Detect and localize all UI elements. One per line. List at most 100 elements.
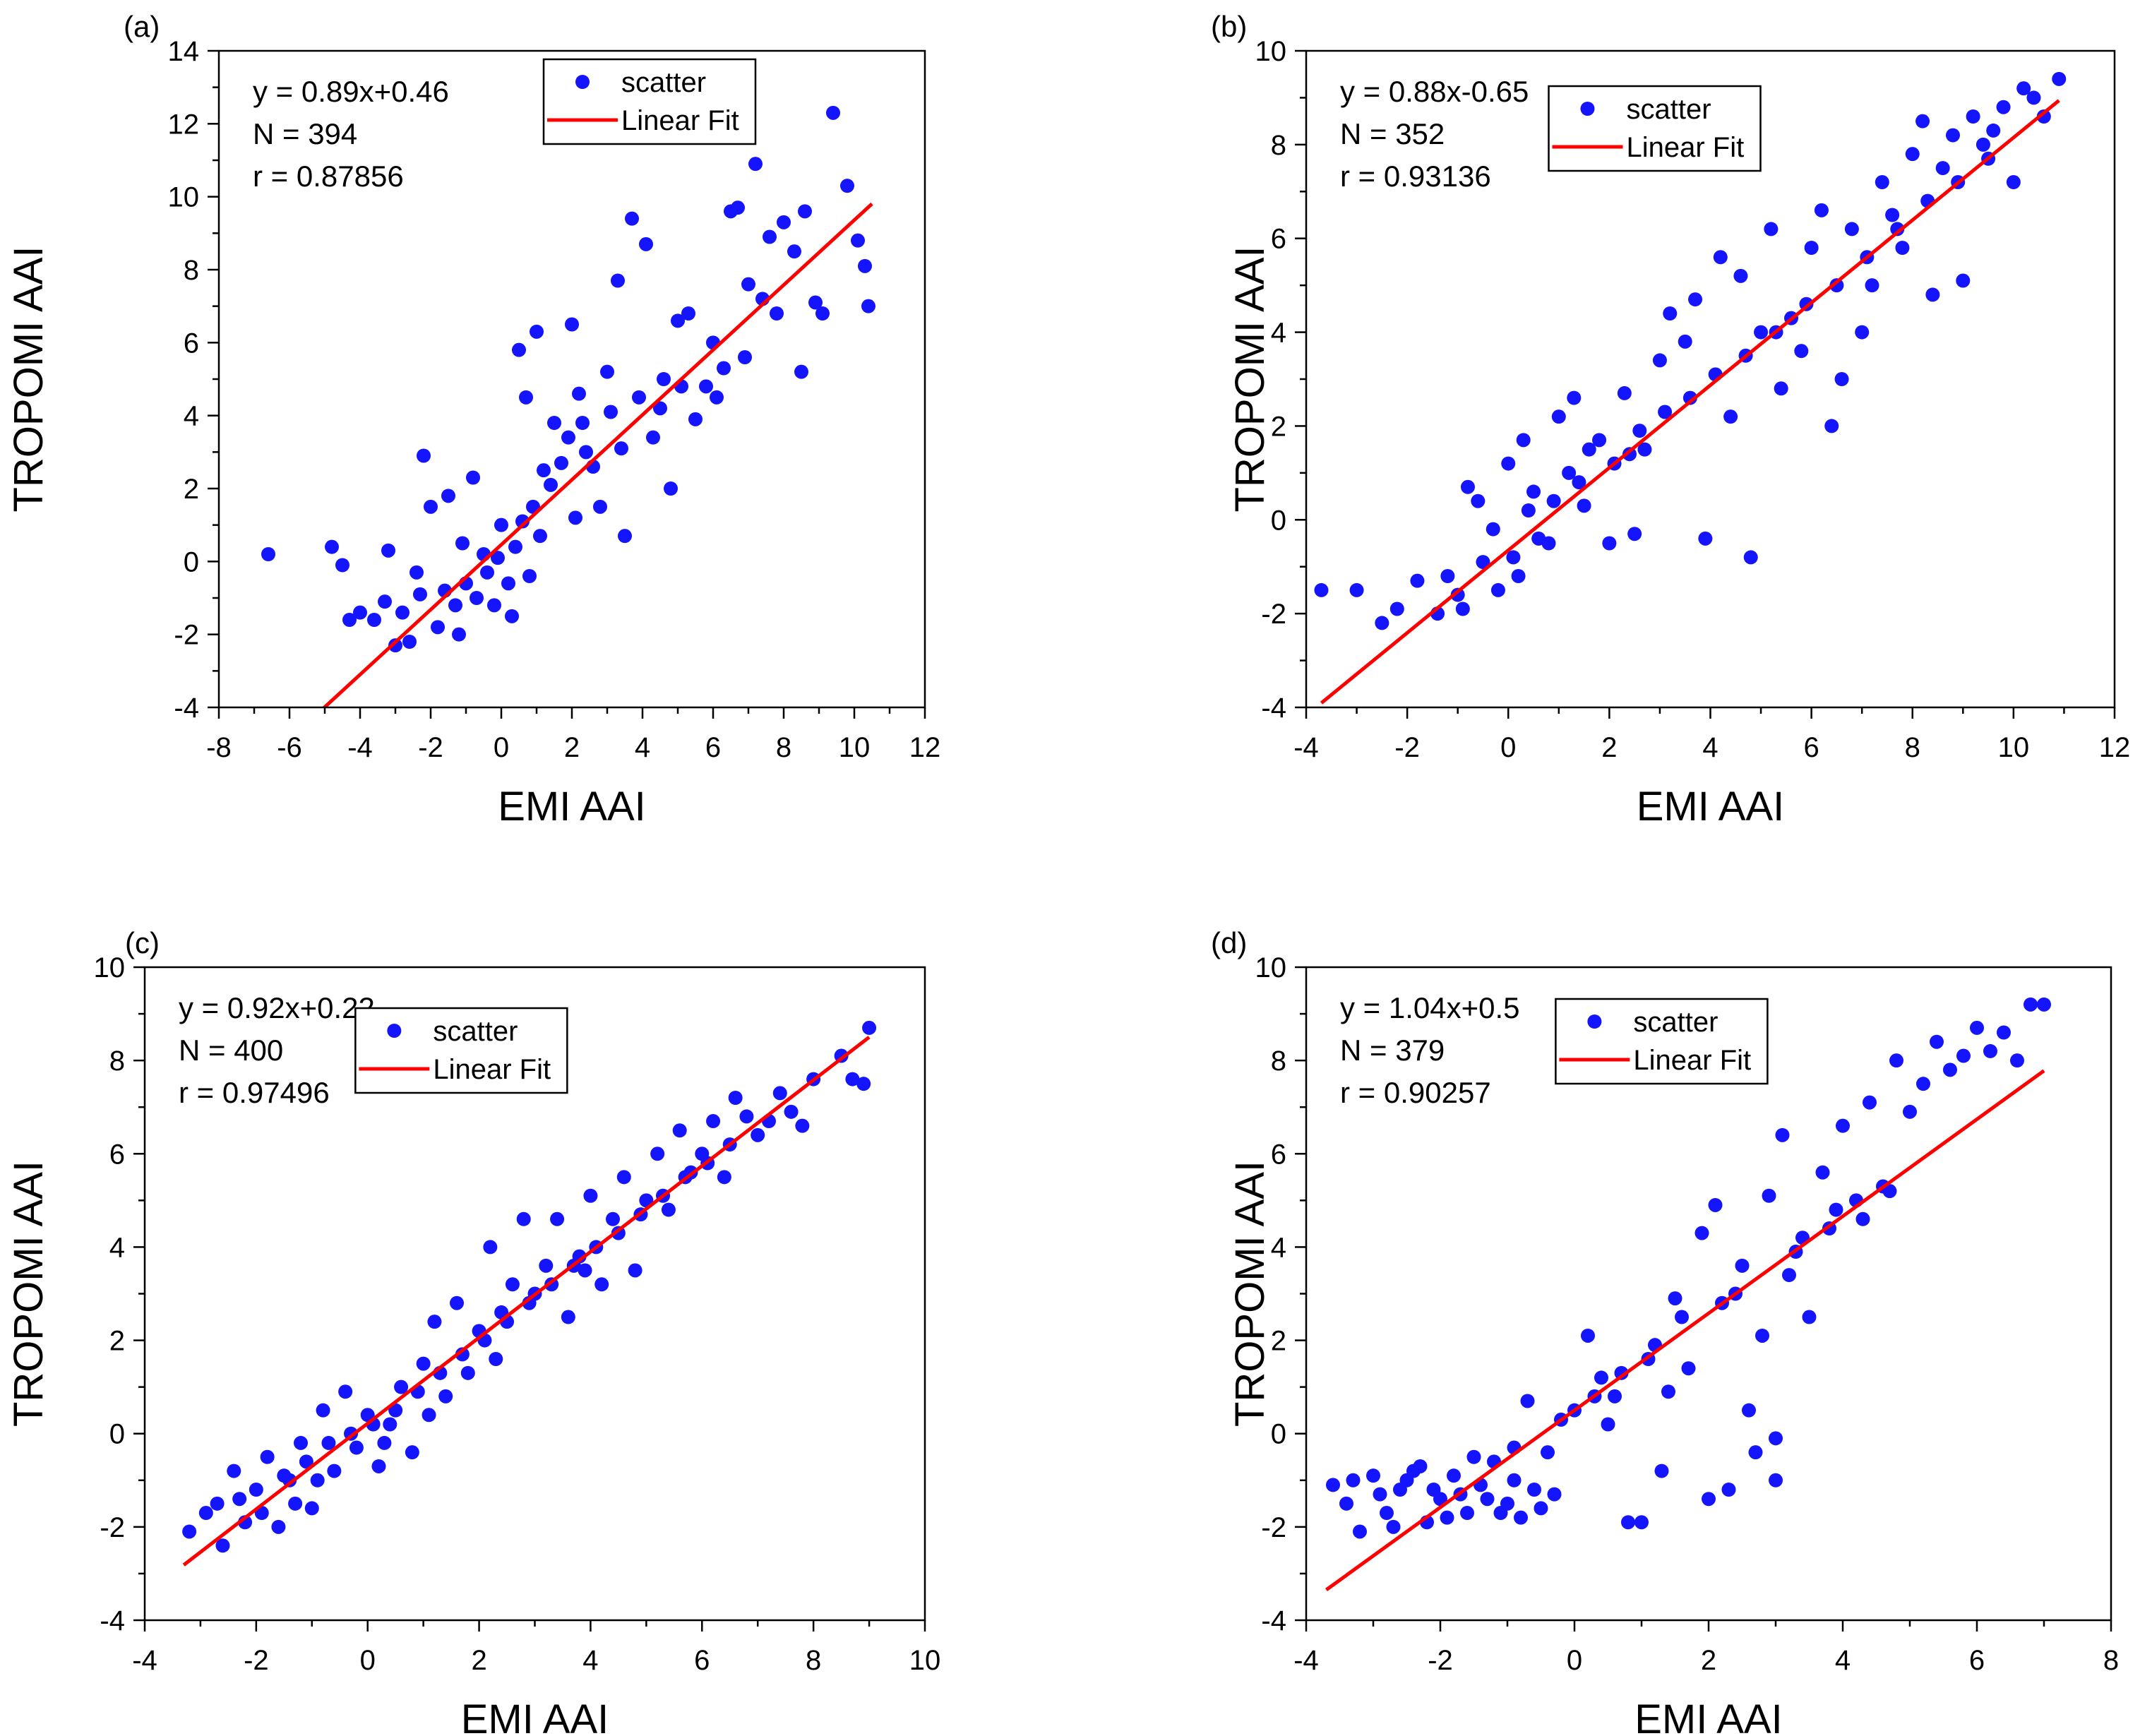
scatter-point [1461,479,1475,494]
y-axis-label: TROPOMI AAI [6,1161,52,1427]
scatter-point [661,1202,676,1217]
linear-fit-line [321,202,873,707]
scatter-point [182,1524,197,1539]
fit-annotation: y = 0.92x+0.22 [179,991,375,1024]
fit-annotation: r = 0.90257 [1340,1076,1491,1109]
scatter-point [1516,433,1531,448]
scatter-point [1637,442,1652,457]
scatter-point [845,1072,860,1087]
x-tick-label: 6 [694,1645,710,1676]
scatter-point [537,463,551,478]
scatter-point [1326,1478,1340,1492]
scatter-point [681,306,695,321]
scatter-point [410,565,424,580]
x-tick-label: -4 [347,732,373,763]
scatter-point [1698,531,1713,546]
scatter-point [1970,1020,1984,1035]
x-tick-label: 2 [564,732,580,763]
y-tick-label: 8 [1271,1046,1286,1077]
scatter-point [544,477,558,492]
x-axis-label: EMI AAI [461,1696,609,1736]
scatter-point [483,1240,498,1255]
scatter-point [1682,390,1697,405]
scatter-point [1541,1445,1555,1460]
scatter-point [441,489,455,503]
scatter-point [1602,536,1617,551]
scatter-point [1546,493,1561,508]
scatter-point [1815,1165,1830,1180]
y-tick-label: 0 [1271,505,1286,536]
scatter-point [770,306,784,321]
scatter-point [310,1473,325,1487]
scatter-point [1480,1492,1495,1507]
scatter-point [606,1211,620,1226]
legend-scatter-label: scatter [1633,1007,1718,1038]
x-tick-label: 4 [582,1645,598,1676]
y-tick-label: -4 [174,693,199,724]
scatter-point [614,441,628,456]
scatter-point [784,1104,799,1119]
scatter-point [402,635,417,649]
scatter-point [1775,1127,1790,1142]
scatter-point [600,364,614,379]
scatter-point [861,299,875,313]
fit-annotation: y = 1.04x+0.5 [1340,991,1520,1024]
scatter-point [1366,1468,1380,1483]
scatter-point [1551,409,1566,424]
x-axis-label: EMI AAI [1637,784,1785,830]
scatter-point [1490,582,1505,597]
fit-annotation: r = 0.93136 [1340,160,1491,193]
scatter-point [321,1435,336,1450]
y-tick-label: 0 [1271,1419,1286,1450]
scatter-point [1507,1473,1522,1487]
scatter-point [516,1211,531,1226]
scatter-point [342,613,357,627]
legend-fit-label: Linear Fit [1627,132,1745,163]
panel-label: (c) [125,926,160,959]
scatter-point [1863,1095,1877,1110]
scatter-point [672,1123,687,1138]
scatter-point [579,445,593,460]
scatter-point [625,211,639,226]
scatter-point [826,105,840,120]
scatter-point [1601,1417,1615,1432]
scatter-point [578,1263,592,1278]
scatter-point [1460,1506,1474,1521]
x-tick-label: 10 [839,732,871,763]
y-tick-label: 4 [184,401,199,432]
scatter-point [1774,381,1788,396]
scatter-point [505,609,519,623]
scatter-point [1353,1524,1367,1539]
scatter-point [1389,601,1404,616]
scatter-point [1997,1025,2011,1040]
scatter-point [1769,1431,1783,1446]
scatter-points [1314,71,2067,630]
scatter-point [1476,555,1490,570]
scatter-point [2052,71,2067,86]
scatter-point [1617,385,1632,400]
scatter-point [1905,147,1920,162]
panel-c: -4 -2 0 2 4 6 8 10 -4 -2 0 2 4 6 8 10 EMI AAI TROPOMI AAI… [6,926,940,1736]
x-tick-label: 10 [909,1645,941,1676]
scatter-point [1608,1389,1622,1403]
scatter-point [1511,569,1526,583]
scatter-point [1782,1268,1796,1283]
scatter-point [2006,175,2021,189]
panel-label: (d) [1211,926,1247,959]
scatter-point [1410,573,1425,588]
scatter-point [1658,405,1673,419]
scatter-point [808,295,823,310]
scatter-point [1455,601,1470,616]
scatter-point [1708,1197,1723,1212]
linear-fit-line [1320,99,2060,705]
x-tick-label: 8 [2103,1645,2119,1676]
scatter-point [1743,550,1758,565]
scatter-point [2036,109,2051,124]
scatter-point [1627,527,1642,541]
scatter-point [1903,1104,1917,1119]
y-tick-label: -2 [100,1512,125,1543]
x-tick-label: 4 [635,732,650,763]
legend: scatter Linear Fit [1555,998,1769,1085]
scatter-points [261,105,875,653]
scatter-point [1975,137,1990,152]
